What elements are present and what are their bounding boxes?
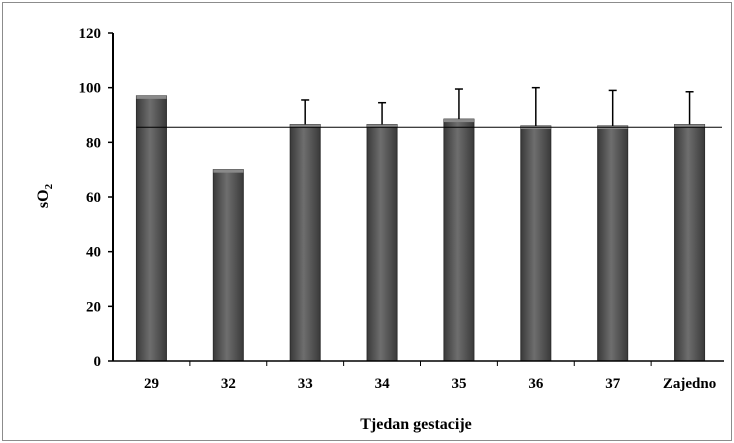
x-tick-label-37: 37 [605, 376, 621, 392]
error-bar-34 [378, 101, 387, 125]
y-axis-title-subscript: 2 [43, 183, 55, 189]
bar-37 [597, 125, 629, 362]
bar-top-bevel [136, 95, 167, 99]
x-tick-label-33: 33 [298, 376, 313, 392]
x-tick-label-36: 36 [528, 376, 544, 392]
bar-33 [289, 124, 321, 362]
bar-36 [520, 125, 552, 362]
bar-top-bevel [674, 124, 705, 128]
y-tick-label-100: 100 [79, 81, 102, 97]
x-tick-label-32: 32 [221, 376, 236, 392]
bar-35 [443, 118, 475, 362]
y-tick-label-120: 120 [79, 26, 102, 42]
y-tick-label-60: 60 [86, 190, 101, 206]
bar-body [443, 118, 475, 362]
bar-top-bevel [367, 124, 398, 128]
bar-34 [366, 124, 398, 362]
error-bar-33 [301, 99, 310, 125]
bar-body [674, 124, 706, 362]
bar-29 [135, 95, 167, 362]
error-bars-layer [301, 86, 694, 126]
bar-body [520, 125, 552, 362]
tick-labels-layer: 29 32 33 34 35 36 37 Zajedno 0 20 40 60 80 100 120 [79, 26, 717, 392]
x-axis-title: Tjedan gestacije [360, 416, 472, 433]
bar-top-bevel [213, 169, 244, 173]
y-tick-label-80: 80 [86, 135, 101, 151]
bar-body [597, 125, 629, 362]
error-bar-36 [531, 86, 540, 126]
x-tick-label-Zajedno: Zajedno [663, 376, 716, 392]
x-tick-label-34: 34 [375, 376, 391, 392]
error-bar-Zajedno [685, 91, 694, 125]
y-axis-title-main: sO [35, 189, 52, 208]
error-bar-35 [454, 88, 463, 120]
y-tick-label-20: 20 [86, 299, 101, 315]
x-tick-label-35: 35 [451, 376, 466, 392]
x-tick-label-29: 29 [144, 376, 159, 392]
bar-body [212, 169, 244, 362]
bar-32 [212, 169, 244, 362]
error-bar-37 [608, 89, 617, 126]
bar-body [289, 124, 321, 362]
bar-body [366, 124, 398, 362]
y-axis-title: sO2 [35, 183, 55, 208]
bar-Zajedno [674, 124, 706, 362]
bar-body [135, 95, 167, 362]
bar-top-bevel [443, 119, 474, 123]
bar-top-bevel [290, 124, 321, 128]
y-tick-label-0: 0 [94, 354, 102, 370]
y-tick-label-40: 40 [86, 245, 101, 261]
bars-layer [135, 95, 706, 362]
axes-layer [108, 32, 724, 366]
